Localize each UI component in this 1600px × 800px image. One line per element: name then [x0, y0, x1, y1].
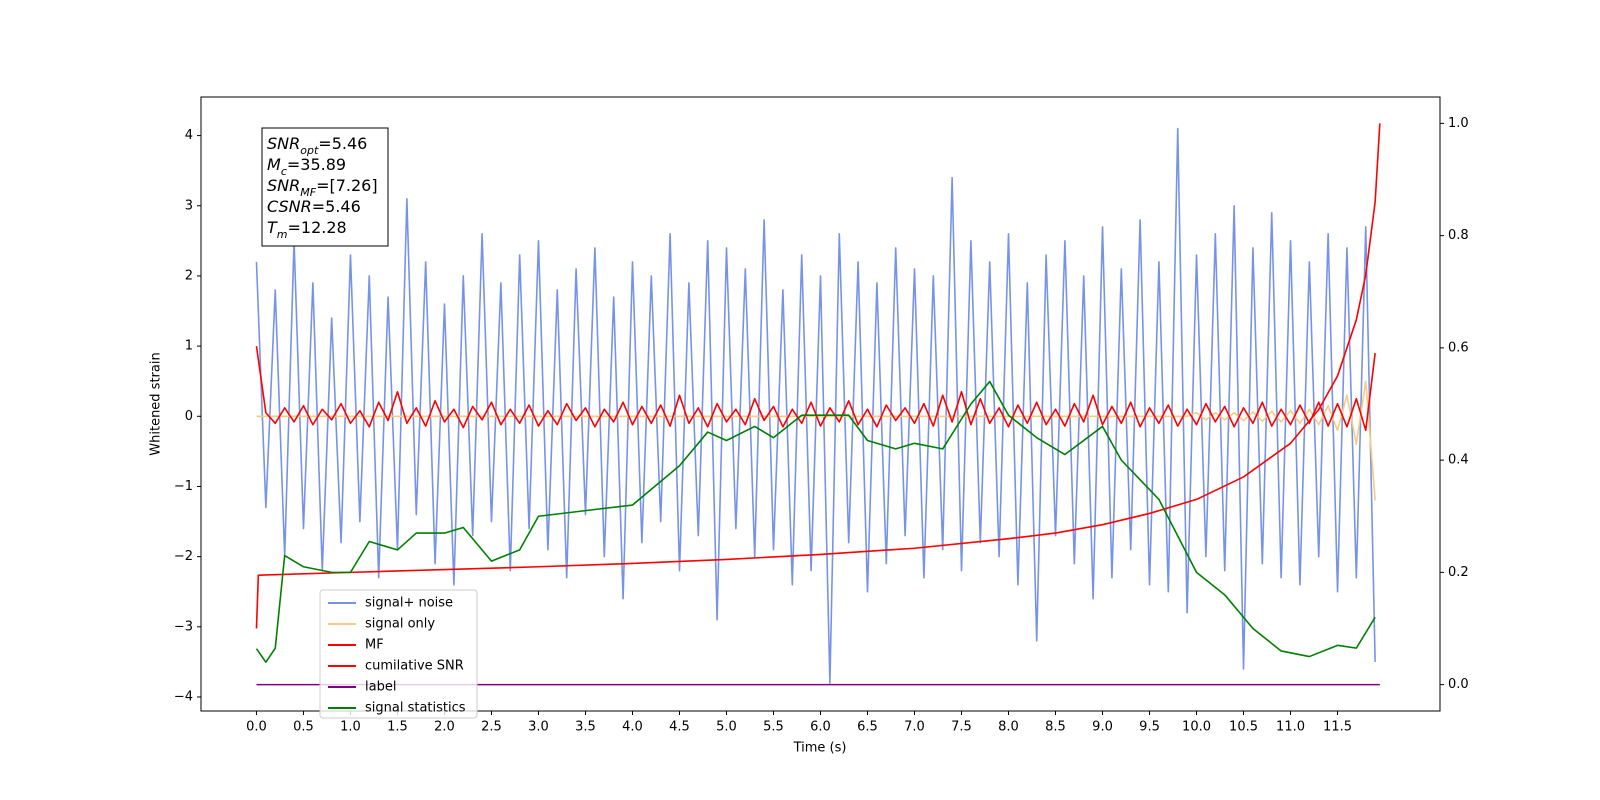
x-tick-label: 1.0 [340, 720, 361, 735]
y-tick-label: 3 [185, 198, 193, 213]
x-tick-label: 11.0 [1276, 720, 1305, 735]
legend-label: label [365, 680, 396, 695]
y-tick-label: 2 [185, 268, 193, 283]
annotation-line: Mc=35.89 [267, 155, 346, 178]
x-tick-label: 11.5 [1323, 720, 1352, 735]
y-tick-label: 0 [185, 409, 193, 424]
series-line [255, 123, 1381, 629]
y2-tick-label: 1.0 [1448, 116, 1469, 131]
annotation-symbol: SNR [267, 134, 300, 153]
annotation-value: =12.28 [288, 218, 347, 237]
legend-box [319, 589, 478, 719]
x-tick-label: 2.5 [481, 720, 502, 735]
legend: signal+ noise signal only MF cumilative SNR… [319, 589, 478, 719]
y-tick-label: 4 [185, 128, 193, 143]
x-tick-label: 6.0 [810, 720, 831, 735]
x-tick-label: 3.5 [575, 720, 596, 735]
y-tick-label: −3 [174, 619, 193, 634]
annotation-symbol: CSNR [267, 197, 312, 216]
x-tick-label: 7.0 [904, 720, 925, 735]
annotation-line: CSNR=5.46 [267, 197, 361, 216]
annotation-symbol: T [267, 218, 278, 237]
y-tick-label: −2 [174, 549, 193, 564]
plot-area [255, 123, 1381, 686]
annotation-value: =5.46 [318, 134, 367, 153]
annotation-sub: m [277, 228, 288, 241]
x-tick-label: 3.0 [528, 720, 549, 735]
annotation-line: SNRopt=5.46 [267, 134, 367, 157]
x-tick-label: 0.5 [293, 720, 314, 735]
legend-label: signal+ noise [365, 596, 453, 611]
legend-label: signal only [365, 617, 435, 632]
x-tick-label: 8.0 [998, 720, 1019, 735]
x-tick-label: 0.0 [246, 720, 267, 735]
y2-tick-label: 0.8 [1448, 228, 1469, 243]
annotation-sub: MF [300, 186, 316, 199]
x-tick-label: 5.0 [716, 720, 737, 735]
x-tick-label: 7.5 [951, 720, 972, 735]
axes-frame [200, 96, 1441, 712]
legend-label: cumilative SNR [365, 659, 464, 674]
legend-label: MF [365, 638, 384, 653]
annotation-symbol: SNR [267, 176, 300, 195]
x-tick-label: 1.5 [387, 720, 408, 735]
annotation-sub: opt [300, 144, 319, 157]
x-tick-label: 2.0 [434, 720, 455, 735]
y2-tick-label: 0.0 [1448, 677, 1469, 692]
y-axis-label: Whitened strain [149, 352, 164, 455]
y-tick-label: −4 [174, 689, 193, 704]
annotation-value: =5.46 [312, 197, 361, 216]
annotation: SNRopt=5.46Mc=35.89SNRMF=[7.26]CSNR=5.46… [261, 127, 389, 247]
annotation-value: =[7.26] [316, 176, 378, 195]
x-tick-label: 8.5 [1045, 720, 1066, 735]
y-tick-label: 1 [185, 339, 193, 354]
annotation-value: =35.89 [287, 155, 346, 174]
x-tick-label: 6.5 [857, 720, 878, 735]
y2-tick-label: 0.6 [1448, 340, 1469, 355]
x-tick-label: 4.5 [669, 720, 690, 735]
annotation-box [261, 127, 389, 247]
x-tick-label: 10.0 [1182, 720, 1211, 735]
annotation-line: SNRMF=[7.26] [267, 176, 378, 199]
x-tick-label: 10.5 [1229, 720, 1258, 735]
annotation-symbol: M [267, 155, 281, 174]
x-tick-label: 9.0 [1092, 720, 1113, 735]
series-line [255, 380, 1376, 663]
legend-label: signal statistics [365, 701, 466, 716]
y-tick-label: −1 [174, 479, 193, 494]
x-axis-label: Time (s) [793, 741, 847, 756]
x-tick-label: 4.0 [622, 720, 643, 735]
y2-tick-label: 0.4 [1448, 453, 1469, 468]
x-tick-label: 9.5 [1139, 720, 1160, 735]
series-line [255, 345, 1376, 432]
annotation-sub: c [281, 165, 287, 178]
annotation-line: Tm=12.28 [267, 218, 347, 241]
y2-tick-label: 0.2 [1448, 565, 1469, 580]
series-line [255, 127, 1376, 684]
x-tick-label: 5.5 [763, 720, 784, 735]
